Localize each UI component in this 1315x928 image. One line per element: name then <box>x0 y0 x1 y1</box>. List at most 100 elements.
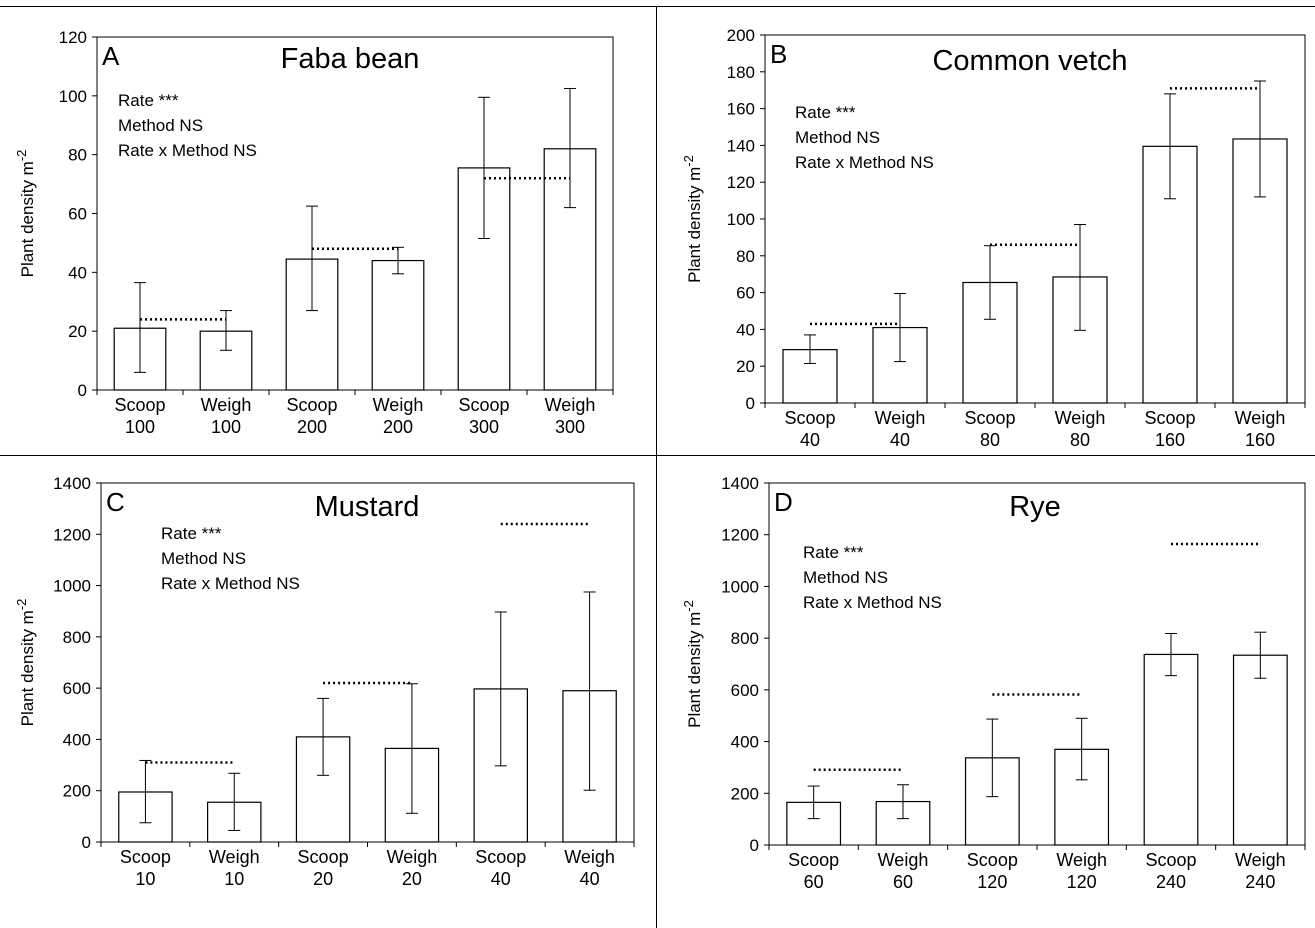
error-bar <box>220 310 232 351</box>
y-axis-label-text: Plant density m <box>18 161 37 277</box>
x-category-rate: 40 <box>580 869 600 889</box>
x-category-rate: 20 <box>313 869 333 889</box>
y-tick-label: 120 <box>59 28 87 47</box>
panel-letter: D <box>774 487 793 517</box>
x-category-rate: 40 <box>890 430 910 450</box>
vertical-divider <box>656 6 657 928</box>
x-category-rate: 60 <box>804 872 824 892</box>
x-category-method: Scoop <box>458 395 509 415</box>
error-bar <box>1254 631 1267 679</box>
x-category-rate: 80 <box>1070 430 1090 450</box>
x-category-method: Scoop <box>475 847 526 867</box>
x-category-rate: 240 <box>1245 872 1275 892</box>
y-tick-label: 180 <box>727 63 755 82</box>
x-category-rate: 160 <box>1155 430 1185 450</box>
y-tick-label: 0 <box>78 381 87 400</box>
x-category-method: Scoop <box>784 408 835 428</box>
y-tick-label: 1200 <box>53 525 91 544</box>
y-tick-label: 600 <box>731 681 759 700</box>
x-category-method: Scoop <box>298 847 349 867</box>
x-category-rate: 40 <box>491 869 511 889</box>
chart-title: Mustard <box>315 491 420 523</box>
y-tick-label: 20 <box>736 357 755 376</box>
x-category-rate: 20 <box>402 869 422 889</box>
x-category-method: Weigh <box>373 395 424 415</box>
y-tick-label: 400 <box>63 730 91 749</box>
y-axis-label-superscript: -2 <box>681 600 696 612</box>
error-bar <box>1165 632 1177 677</box>
x-category-method: Weigh <box>1056 850 1107 870</box>
y-tick-label: 1000 <box>53 577 91 596</box>
y-tick-label: 400 <box>731 733 759 752</box>
y-tick-label: 40 <box>736 320 755 339</box>
x-category-rate: 80 <box>980 430 1000 450</box>
y-tick-label: 80 <box>736 247 755 266</box>
error-bar <box>228 772 241 831</box>
x-category-rate: 100 <box>211 417 241 437</box>
error-bar <box>583 591 596 791</box>
error-bar <box>478 96 490 240</box>
error-bar <box>986 718 999 798</box>
x-category-rate: 200 <box>297 417 327 437</box>
y-axis-label-text: Plant density m <box>685 612 704 728</box>
error-bar <box>494 611 507 767</box>
error-bar <box>1074 224 1086 331</box>
y-tick-label: 200 <box>63 782 91 801</box>
error-bar <box>306 205 318 312</box>
x-category-method: Weigh <box>1055 408 1106 428</box>
y-tick-label: 800 <box>63 628 91 647</box>
y-tick-label: 20 <box>68 322 87 341</box>
x-category-method: Weigh <box>209 847 260 867</box>
stats-annotation: Rate *** <box>795 103 856 122</box>
y-axis-label-superscript: -2 <box>681 155 696 167</box>
x-category-rate: 100 <box>125 417 155 437</box>
y-tick-label: 1400 <box>53 474 91 493</box>
x-category-method: Weigh <box>387 847 438 867</box>
y-tick-label: 80 <box>68 146 87 165</box>
x-category-rate: 300 <box>469 417 499 437</box>
stats-annotation: Rate x Method NS <box>795 153 934 172</box>
y-tick-label: 800 <box>731 629 759 648</box>
x-category-rate: 300 <box>555 417 585 437</box>
y-axis-label-text: Plant density m <box>685 167 704 283</box>
chart-title: Common vetch <box>932 45 1127 77</box>
x-category-method: Weigh <box>564 847 615 867</box>
error-bar <box>1164 93 1176 200</box>
plot-frame <box>768 482 1306 846</box>
y-tick-label: 1400 <box>721 474 759 493</box>
x-category-rate: 10 <box>224 869 244 889</box>
stats-annotation: Method NS <box>795 128 880 147</box>
chart-title: Rye <box>1009 491 1061 523</box>
error-bar <box>392 246 404 275</box>
y-tick-label: 60 <box>736 284 755 303</box>
stats-annotation: Method NS <box>161 549 246 568</box>
y-axis-label-text: Plant density m <box>18 610 37 726</box>
x-category-method: Scoop <box>967 850 1018 870</box>
stats-annotation: Rate x Method NS <box>803 593 942 612</box>
y-axis-label: Plant density m-2 <box>681 155 704 283</box>
y-tick-label: 60 <box>68 205 87 224</box>
y-tick-label: 0 <box>750 836 759 855</box>
x-category-method: Weigh <box>1235 850 1286 870</box>
y-tick-label: 100 <box>59 87 87 106</box>
error-bar <box>1075 717 1088 781</box>
panel-letter: B <box>770 39 787 69</box>
y-tick-label: 40 <box>68 263 87 282</box>
x-category-method: Scoop <box>286 395 337 415</box>
error-bar <box>317 697 330 776</box>
error-bar <box>807 785 820 820</box>
x-category-method: Scoop <box>788 850 839 870</box>
error-bar <box>139 759 152 824</box>
stats-annotation: Rate *** <box>161 524 222 543</box>
error-bar <box>405 683 418 814</box>
y-axis-label: Plant density m-2 <box>14 150 37 278</box>
y-tick-label: 160 <box>727 100 755 119</box>
x-category-rate: 120 <box>977 872 1007 892</box>
y-tick-label: 600 <box>63 679 91 698</box>
bar <box>1143 653 1199 846</box>
panel-letter: C <box>106 487 125 517</box>
y-tick-label: 200 <box>731 784 759 803</box>
x-category-rate: 160 <box>1245 430 1275 450</box>
